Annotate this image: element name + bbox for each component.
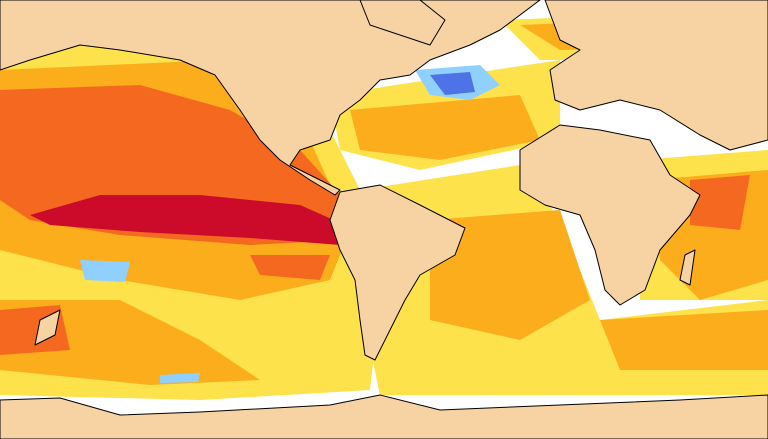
atlantic-orange (350, 95, 540, 160)
africa (519, 124, 701, 306)
south-pacific-orange (0, 300, 260, 385)
south-america (329, 184, 466, 361)
new-zealand (34, 309, 61, 346)
south-atlantic-orange (430, 210, 590, 340)
southern-cool (160, 373, 200, 383)
antarctica (0, 394, 768, 439)
north-america (0, 0, 541, 196)
strong-cool-anomaly (430, 72, 475, 95)
southern-indian-orange (600, 310, 768, 370)
indian-dark-orange (690, 175, 750, 230)
madagascar (679, 249, 696, 286)
south-pacific-cool (80, 260, 130, 282)
greenland (359, 0, 446, 46)
nino-red (30, 195, 345, 245)
eurasia (544, 0, 768, 151)
peru-dark-orange (250, 255, 330, 280)
